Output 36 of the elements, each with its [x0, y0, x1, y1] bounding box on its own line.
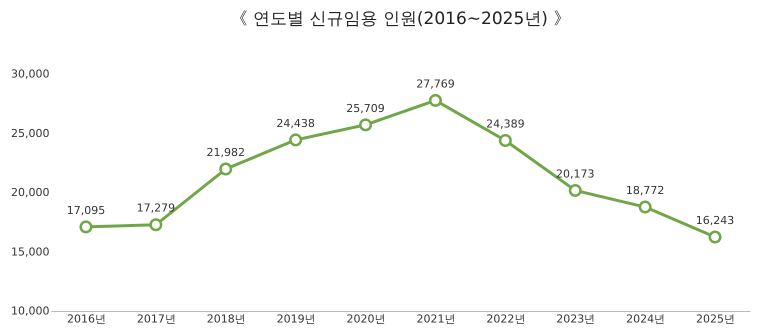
data-label: 18,772	[626, 184, 664, 198]
data-label: 16,243	[696, 214, 734, 228]
y-tick-label: 20,000	[11, 186, 50, 199]
y-tick-label: 30,000	[11, 68, 50, 80]
y-tick-label: 25,000	[11, 126, 50, 140]
x-tick-label: 2021년	[416, 312, 456, 326]
point	[568, 184, 582, 197]
data-label: 24,438	[276, 116, 315, 130]
y-tick-label: 15,000	[11, 245, 50, 258]
x-tick-label: 2023년	[556, 312, 596, 326]
x-tick-label: 2020년	[346, 312, 386, 326]
x-tick-label: 2018년	[206, 312, 246, 326]
x-tick-label: 2019년	[276, 312, 316, 326]
point	[149, 218, 162, 232]
point	[498, 134, 512, 147]
x-tick-label: 2022년	[486, 312, 526, 326]
point	[359, 118, 372, 132]
point	[708, 230, 722, 244]
point	[219, 162, 232, 176]
x-tick-label: 2017년	[136, 312, 176, 326]
point	[79, 220, 92, 234]
point	[638, 200, 652, 214]
chart-title: 《 연도별 신규임용 인원(2016~2025년) 》	[230, 9, 570, 29]
data-label: 17,279	[136, 202, 176, 215]
data-label: 25,709	[346, 102, 385, 115]
x-tick-label: 2016년	[66, 312, 106, 326]
point	[428, 94, 442, 107]
data-label: 27,769	[416, 77, 455, 90]
data-label: 21,982	[206, 146, 245, 160]
data-label: 17,095	[66, 204, 106, 217]
y-tick-label: 10,000	[11, 304, 50, 318]
data-label: 20,173	[556, 167, 594, 180]
point	[289, 133, 302, 146]
x-tick-label: 2025년	[696, 312, 736, 326]
x-tick-label: 2024년	[626, 312, 666, 326]
data-label: 24,389	[486, 117, 525, 130]
